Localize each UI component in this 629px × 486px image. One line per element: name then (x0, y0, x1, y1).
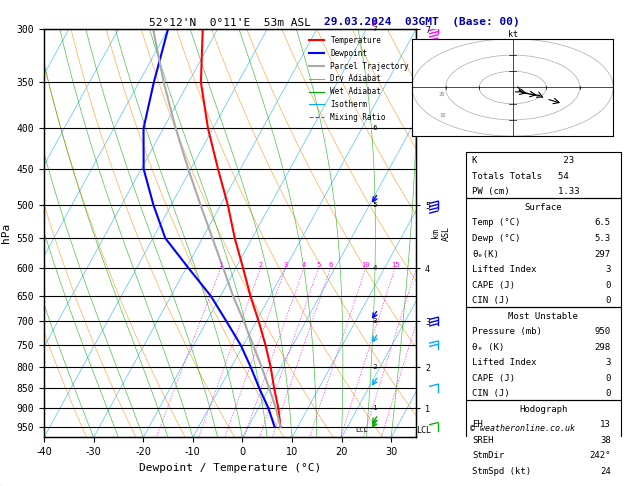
Text: Lifted Index: Lifted Index (472, 265, 537, 274)
Text: 297: 297 (594, 249, 611, 259)
Text: 0: 0 (605, 389, 611, 398)
Text: 2: 2 (259, 262, 263, 268)
Text: 0: 0 (605, 296, 611, 305)
Text: Lifted Index: Lifted Index (472, 358, 537, 367)
Text: CIN (J): CIN (J) (472, 296, 509, 305)
Text: -1: -1 (370, 405, 379, 411)
Text: StmSpd (kt): StmSpd (kt) (472, 467, 531, 476)
Text: 0: 0 (605, 374, 611, 382)
Text: 15: 15 (391, 262, 399, 268)
Text: LCL: LCL (355, 427, 368, 434)
Text: 298: 298 (594, 343, 611, 351)
X-axis label: Dewpoint / Temperature (°C): Dewpoint / Temperature (°C) (139, 463, 321, 473)
Legend: Temperature, Dewpoint, Parcel Trajectory, Dry Adiabat, Wet Adiabat, Isotherm, Mi: Temperature, Dewpoint, Parcel Trajectory… (306, 33, 412, 125)
Text: Pressure (mb): Pressure (mb) (472, 327, 542, 336)
Text: 13: 13 (600, 420, 611, 429)
Text: 10: 10 (362, 262, 370, 268)
Text: θₑ (K): θₑ (K) (472, 343, 504, 351)
Text: 3: 3 (605, 358, 611, 367)
Text: 5: 5 (316, 262, 321, 268)
Bar (466, 198, 621, 307)
Text: 38: 38 (600, 435, 611, 445)
Text: -6: -6 (370, 125, 379, 131)
Text: 1: 1 (218, 262, 223, 268)
Text: -4: -4 (370, 265, 379, 271)
Text: Dewp (°C): Dewp (°C) (472, 234, 520, 243)
Text: CAPE (J): CAPE (J) (472, 374, 515, 382)
Bar (466, 152, 621, 198)
Text: Totals Totals   54: Totals Totals 54 (472, 172, 569, 181)
Text: LCL: LCL (416, 426, 431, 435)
Text: -5: -5 (370, 202, 379, 208)
Text: θₑ(K): θₑ(K) (472, 249, 499, 259)
Text: Most Unstable: Most Unstable (508, 312, 578, 321)
Text: © weatheronline.co.uk: © weatheronline.co.uk (470, 424, 575, 434)
Text: 0: 0 (605, 280, 611, 290)
Text: -7: -7 (370, 26, 379, 32)
Text: -2: -2 (370, 364, 379, 370)
Text: -3: -3 (370, 318, 379, 324)
Text: 6: 6 (328, 262, 333, 268)
Text: Surface: Surface (525, 203, 562, 212)
Text: 950: 950 (594, 327, 611, 336)
Bar (466, 400, 621, 477)
Text: CIN (J): CIN (J) (472, 389, 509, 398)
Y-axis label: km
ASL: km ASL (431, 226, 451, 241)
Title: 52°12'N  0°11'E  53m ASL: 52°12'N 0°11'E 53m ASL (149, 18, 311, 28)
Text: 3: 3 (284, 262, 287, 268)
Text: 10: 10 (439, 113, 445, 118)
Bar (466, 307, 621, 400)
Text: 3: 3 (605, 265, 611, 274)
Text: 24: 24 (600, 467, 611, 476)
Text: 4: 4 (302, 262, 306, 268)
Text: 5.3: 5.3 (594, 234, 611, 243)
Text: K                23: K 23 (472, 156, 574, 165)
Text: 29.03.2024  03GMT  (Base: 00): 29.03.2024 03GMT (Base: 00) (323, 17, 520, 27)
Text: Temp (°C): Temp (°C) (472, 219, 520, 227)
Text: StmDir: StmDir (472, 451, 504, 460)
Text: Hodograph: Hodograph (519, 405, 567, 414)
Text: EH: EH (472, 420, 482, 429)
Text: CAPE (J): CAPE (J) (472, 280, 515, 290)
Text: 20: 20 (439, 91, 445, 97)
Text: SREH: SREH (472, 435, 493, 445)
Title: kt: kt (508, 30, 518, 39)
Text: PW (cm)         1.33: PW (cm) 1.33 (472, 188, 579, 196)
Text: 6.5: 6.5 (594, 219, 611, 227)
Text: 242°: 242° (589, 451, 611, 460)
Y-axis label: hPa: hPa (1, 223, 11, 243)
